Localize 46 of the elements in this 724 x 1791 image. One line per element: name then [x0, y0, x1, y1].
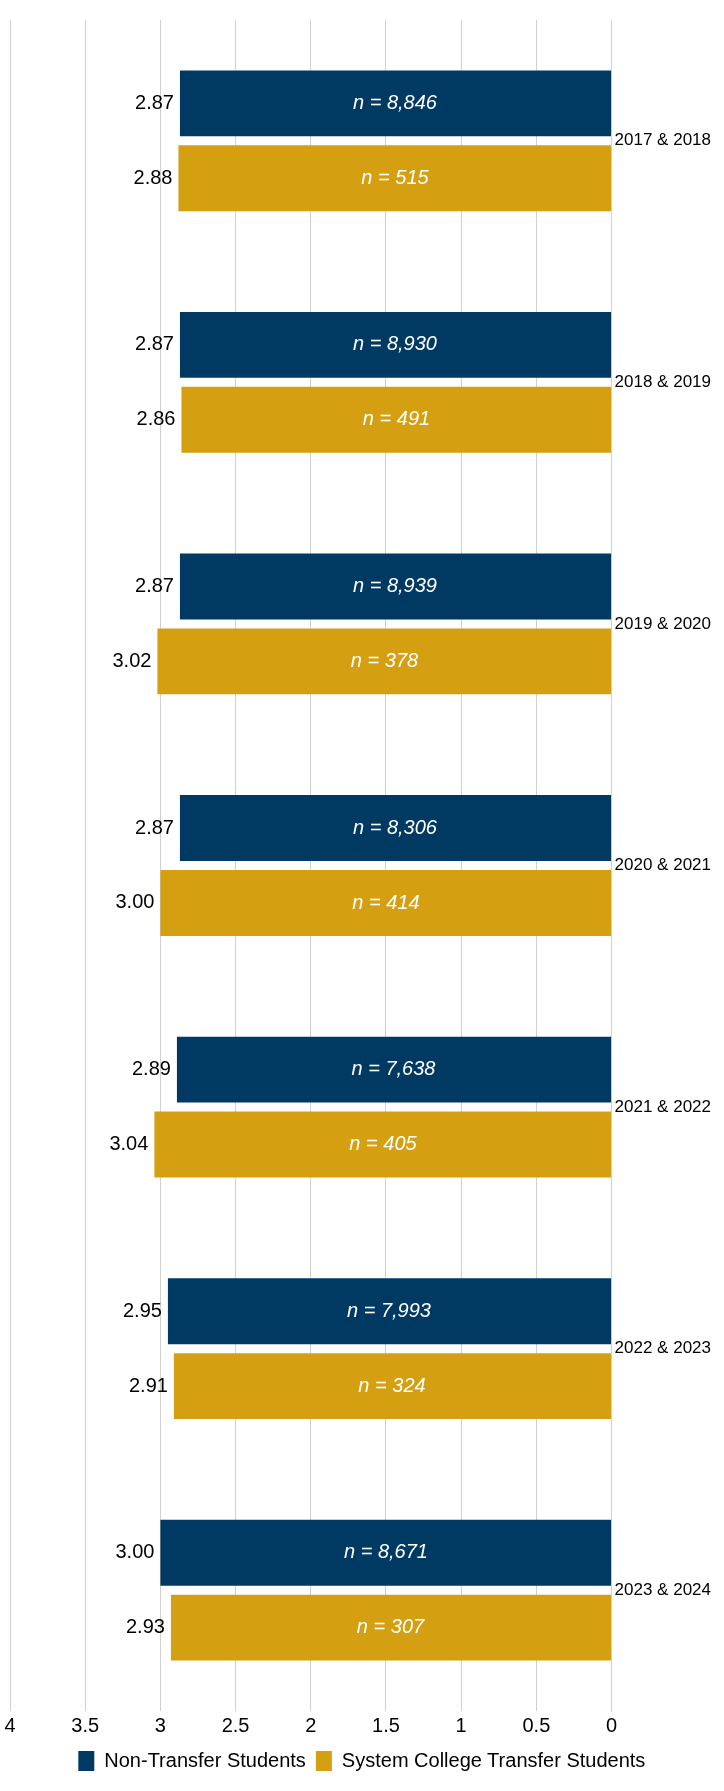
- y-tick-label: 2022 & 2023: [614, 1338, 711, 1358]
- data-label: 2.87: [135, 574, 174, 596]
- data-label: 2.91: [128, 1373, 168, 1396]
- data-label: 3.02: [112, 648, 152, 671]
- annotation: n = 8,939: [353, 574, 437, 597]
- annotation: n = 8,671: [344, 1540, 428, 1563]
- annotation: n = 8,846: [353, 90, 438, 113]
- legend-label: Non-Transfer Students: [104, 1748, 306, 1771]
- data-label: 2.87: [135, 815, 174, 838]
- data-label: 2.87: [135, 332, 174, 355]
- annotation: n = 8,930: [353, 332, 437, 355]
- x-tick-label: 2: [305, 1713, 317, 1736]
- y-tick-label: 2019 & 2020: [614, 613, 711, 633]
- data-label: 3.00: [115, 890, 155, 913]
- data-label: 2.95: [122, 1298, 162, 1321]
- x-tick-label: 2.5: [221, 1713, 250, 1736]
- annotation: n = 491: [362, 407, 431, 430]
- annotation: n = 414: [352, 890, 420, 913]
- data-label: 2.86: [136, 407, 176, 430]
- y-tick-label: 2020 & 2021: [614, 855, 711, 875]
- x-tick-label: 1.5: [372, 1713, 400, 1736]
- annotation: n = 378: [350, 648, 419, 671]
- annotation: n = 307: [356, 1615, 426, 1638]
- x-tick-label: 3: [154, 1713, 166, 1736]
- data-label: 2.89: [132, 1057, 171, 1080]
- data-label: 2.88: [133, 165, 173, 188]
- annotation: n = 7,993: [347, 1298, 431, 1321]
- data-label: 2.87: [135, 90, 174, 113]
- annotation: n = 8,306: [353, 815, 438, 838]
- y-tick-label: 2021 & 2022: [614, 1096, 711, 1116]
- annotation: n = 515: [361, 165, 430, 188]
- data-label: 3.00: [115, 1540, 155, 1563]
- annotation: n = 324: [358, 1373, 426, 1396]
- x-tick-label: 0: [606, 1713, 618, 1736]
- y-tick-label: 2023 & 2024: [614, 1579, 711, 1599]
- data-label: 2.93: [125, 1615, 165, 1638]
- x-tick-label: 4: [4, 1713, 16, 1736]
- annotation: n = 7,638: [351, 1057, 436, 1080]
- y-tick-label: 2017 & 2018: [614, 130, 711, 150]
- x-tick-label: 1: [455, 1713, 467, 1736]
- data-label: 3.04: [109, 1132, 149, 1155]
- x-tick-label: 0.5: [522, 1713, 551, 1736]
- y-tick-label: 2018 & 2019: [614, 372, 711, 392]
- annotation: n = 405: [349, 1132, 418, 1155]
- x-tick-label: 3.5: [71, 1713, 100, 1736]
- legend-label: System College Transfer Students: [341, 1748, 646, 1771]
